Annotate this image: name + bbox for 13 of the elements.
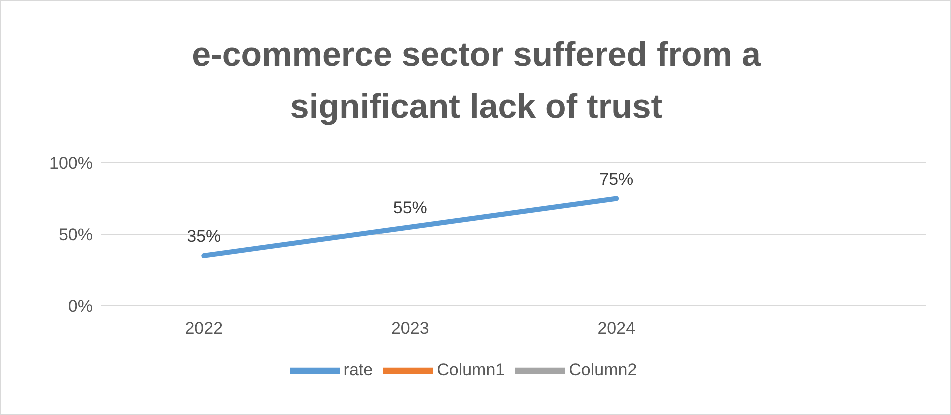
x-tick-label: 2023 [391,319,430,338]
chart-title: e-commerce sector suffered from a significant lack of trust [191,35,762,128]
legend-label: Column2 [569,360,638,380]
data-label: 55% [393,198,428,218]
y-tick-label: 100% [50,154,93,174]
legend-label: Column1 [437,360,506,380]
data-label: 75% [600,170,634,189]
legend-label: rate [344,360,374,380]
x-tick-label: 2024 [598,319,636,338]
data-label: 35% [187,226,222,246]
y-tick-label: 50% [58,226,93,245]
y-tick-label: 0% [68,297,93,316]
x-tick-label: 2022 [185,319,224,338]
